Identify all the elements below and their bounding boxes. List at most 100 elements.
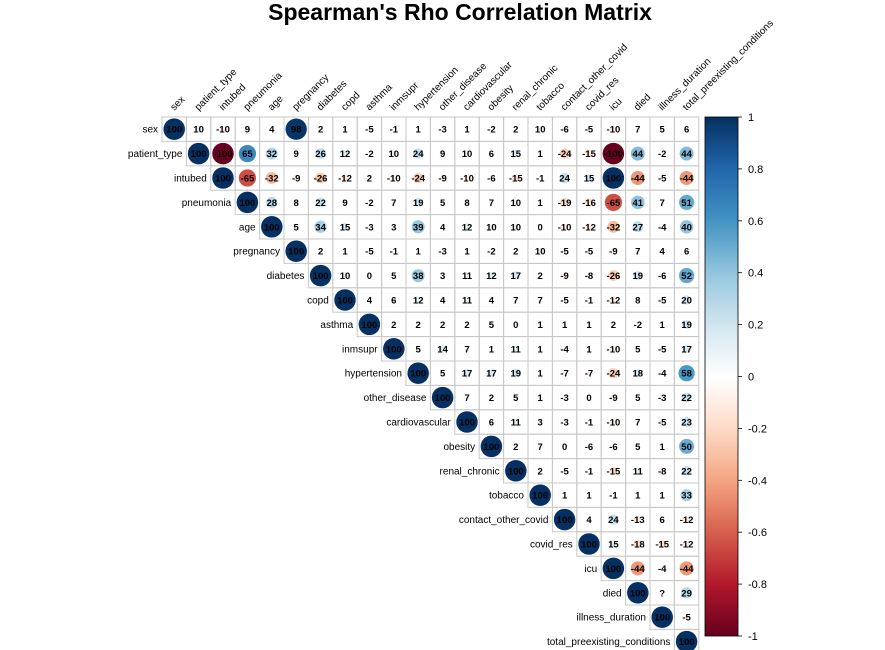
correlation-value: 1 <box>660 442 666 453</box>
correlation-value: -3 <box>438 125 446 136</box>
correlation-value: 15 <box>340 222 351 233</box>
correlation-value: -8 <box>658 466 666 477</box>
correlation-circle <box>511 344 520 353</box>
correlation-value: 0 <box>367 271 372 282</box>
correlation-value: 22 <box>681 393 692 404</box>
correlation-circle <box>187 142 210 165</box>
correlation-value: 24 <box>608 515 619 526</box>
correlation-value: 44 <box>633 149 644 160</box>
correlation-circle <box>683 614 690 620</box>
correlation-value: 15 <box>608 540 619 551</box>
correlation-circle <box>318 249 323 254</box>
correlation-value: 32 <box>267 149 278 160</box>
correlation-value: 7 <box>391 198 396 209</box>
correlation-value: -1 <box>390 247 399 258</box>
correlation-value: 100 <box>605 174 621 185</box>
row-label: covid_res <box>530 540 573 551</box>
correlation-value: 4 <box>489 296 495 307</box>
correlation-value: 4 <box>440 296 446 307</box>
correlation-value: 0 <box>513 320 518 331</box>
correlation-value: -3 <box>560 418 568 429</box>
correlation-circle <box>463 394 471 401</box>
correlation-value: 5 <box>635 442 641 453</box>
correlation-circle <box>392 249 396 253</box>
colorbar-tick-label: 0.2 <box>748 320 763 332</box>
correlation-circle <box>577 532 601 556</box>
correlation-value: 1 <box>660 491 666 502</box>
correlation-value: 6 <box>660 515 665 526</box>
correlation-circle <box>681 465 693 477</box>
correlation-value: 10 <box>340 271 351 282</box>
correlation-value: 100 <box>264 222 280 233</box>
correlation-value: 100 <box>361 320 377 331</box>
correlation-circle <box>391 224 396 229</box>
correlation-circle <box>415 346 421 352</box>
correlation-value: -10 <box>460 174 474 185</box>
correlation-value: -6 <box>609 442 617 453</box>
correlation-circle <box>511 418 520 426</box>
correlation-circle <box>679 170 695 186</box>
correlation-circle <box>439 174 447 182</box>
correlation-circle <box>585 370 593 377</box>
correlation-circle <box>633 466 642 475</box>
correlation-value: 100 <box>313 271 329 282</box>
correlation-value: -2 <box>487 125 495 136</box>
correlation-value: 11 <box>511 344 522 355</box>
correlation-value: 10 <box>389 149 400 160</box>
correlation-circle <box>390 297 397 303</box>
correlation-circle <box>632 270 643 281</box>
correlation-circle <box>440 249 445 254</box>
correlation-circle <box>602 142 625 165</box>
correlation-value: 5 <box>660 125 666 136</box>
correlation-value: 6 <box>391 296 396 307</box>
correlation-value: 29 <box>681 588 692 599</box>
correlation-value: 98 <box>291 125 302 136</box>
correlation-value: -2 <box>658 149 666 160</box>
correlation-circle <box>682 515 691 524</box>
correlation-value: 1 <box>538 320 544 331</box>
correlation-value: 0 <box>586 393 591 404</box>
correlation-value: 20 <box>681 296 692 307</box>
correlation-circle <box>678 194 695 211</box>
correlation-value: -10 <box>607 418 621 429</box>
correlation-circle <box>243 125 251 133</box>
correlation-value: 2 <box>391 320 396 331</box>
correlation-value: -5 <box>658 296 667 307</box>
correlation-value: -4 <box>658 564 667 575</box>
correlation-value: 3 <box>391 222 396 233</box>
row-label: obesity <box>444 442 476 453</box>
correlation-circle <box>343 249 347 253</box>
correlation-circle <box>630 195 646 210</box>
correlation-value: 40 <box>681 222 692 233</box>
correlation-circle <box>265 196 278 209</box>
correlation-value: -5 <box>585 125 594 136</box>
correlation-circle <box>587 469 591 473</box>
correlation-circle <box>681 319 692 330</box>
correlation-value: 100 <box>654 613 670 624</box>
correlation-value: -12 <box>338 174 352 185</box>
correlation-circle <box>315 196 327 208</box>
correlation-value: -5 <box>560 247 569 258</box>
correlation-value: 1 <box>538 393 544 404</box>
correlation-value: -3 <box>560 393 568 404</box>
correlation-circle <box>416 322 421 327</box>
correlation-circle <box>561 248 568 254</box>
correlation-circle <box>635 394 641 401</box>
correlation-circle <box>465 322 469 327</box>
correlation-circle <box>431 386 454 409</box>
correlation-value: -15 <box>509 174 523 185</box>
correlation-value: 9 <box>294 149 299 160</box>
correlation-circle <box>260 215 284 239</box>
correlation-circle <box>489 249 494 254</box>
correlation-circle <box>609 295 618 305</box>
correlation-circle <box>633 515 643 524</box>
row-label: other_disease <box>364 393 427 404</box>
correlation-value: 2 <box>464 320 469 331</box>
correlation-value: 1 <box>635 491 641 502</box>
correlation-circle <box>602 166 625 190</box>
correlation-circle <box>366 126 373 132</box>
correlation-circle <box>440 297 446 303</box>
correlation-circle <box>538 176 542 180</box>
correlation-circle <box>587 347 591 351</box>
